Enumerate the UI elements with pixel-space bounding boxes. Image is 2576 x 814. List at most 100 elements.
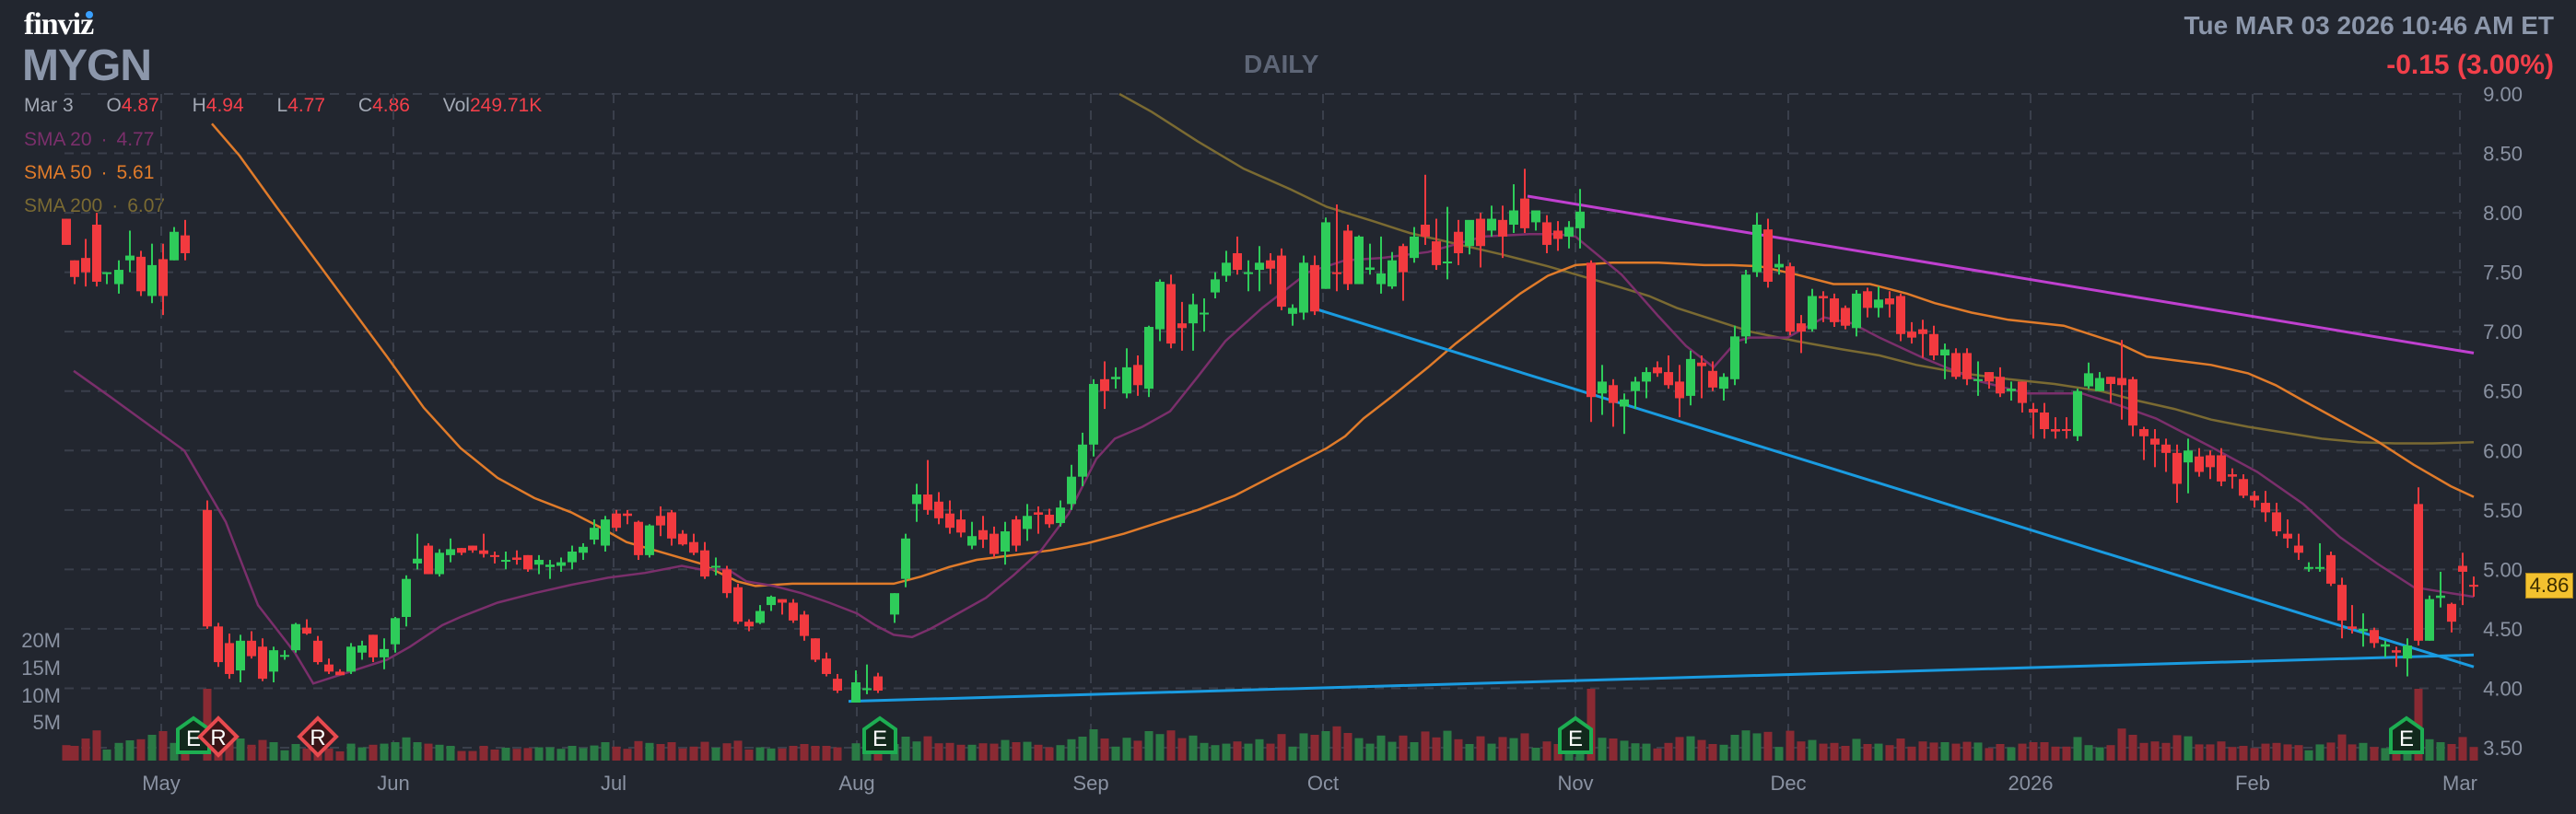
sma50-line xyxy=(211,122,2475,587)
date-axis: May Jun Jul Aug Sep Oct Nov Dec 2026 Feb Mar xyxy=(142,772,2477,795)
volume-bar xyxy=(1520,733,1529,761)
sma200-value: 6.07 xyxy=(127,195,166,216)
volume-bar xyxy=(2436,742,2445,761)
volume-bar xyxy=(1487,743,1496,761)
volume-bar xyxy=(2172,735,2182,761)
volume-bar xyxy=(1940,742,1950,761)
candle-body xyxy=(545,564,555,567)
volume-bar xyxy=(1631,743,1640,761)
candle-body xyxy=(2403,645,2412,659)
candle-body xyxy=(901,538,910,579)
candle-body xyxy=(1166,284,1176,344)
volume-bars xyxy=(62,689,2478,761)
candle-body xyxy=(1299,262,1308,313)
volume-bar xyxy=(1023,741,1032,761)
high-value: 4.94 xyxy=(205,95,244,116)
date-tick: Nov xyxy=(1557,772,1593,795)
volume-bar xyxy=(2062,746,2071,761)
candle-body xyxy=(158,259,168,297)
candle-body xyxy=(1996,377,2005,394)
candle-body xyxy=(1819,296,1828,299)
volume-bar xyxy=(1399,735,1408,761)
close-label: C xyxy=(357,95,373,116)
volume-bar xyxy=(1620,740,1629,761)
volume-bar xyxy=(479,746,488,761)
volume-bar xyxy=(1874,743,1883,761)
volume-bar xyxy=(2073,737,2082,761)
candle-body xyxy=(2304,566,2313,569)
candle-body xyxy=(2128,378,2137,426)
volume-bar xyxy=(978,743,988,761)
candle-body xyxy=(2425,599,2434,641)
candle-body xyxy=(678,533,687,545)
volume-bar xyxy=(114,742,123,761)
logo-text: finviz xyxy=(24,7,94,41)
volume-bar xyxy=(1531,748,1540,761)
volume-bar xyxy=(767,748,776,761)
volume-bar xyxy=(1697,739,1706,761)
volume-bar xyxy=(1587,689,1596,761)
candle-body xyxy=(457,548,466,553)
volume-bar xyxy=(81,738,90,761)
candle-body xyxy=(1012,519,1021,546)
candle-body xyxy=(1288,308,1297,314)
earnings-marker-icon: E xyxy=(2389,715,2424,754)
volume-bar xyxy=(755,747,765,761)
candle-body xyxy=(357,645,367,653)
sma20-legend[interactable]: SMA 20 · 4.77 xyxy=(24,129,155,150)
volume-bar xyxy=(1222,743,1231,761)
candle-body xyxy=(1266,260,1275,269)
sma50-legend[interactable]: SMA 50 · 5.61 xyxy=(24,162,155,183)
candle-body xyxy=(645,525,654,555)
timeframe-label: DAILY xyxy=(1244,50,1319,78)
volume-bar xyxy=(1432,737,1441,761)
candle-body xyxy=(1664,372,1673,386)
volume-bar xyxy=(851,743,861,761)
price-change: -0.15 (3.00%) xyxy=(2386,50,2554,80)
volume-bar xyxy=(1476,736,1485,761)
candle-body xyxy=(1631,381,1640,391)
svg-text:E: E xyxy=(1568,727,1583,751)
volume-bar xyxy=(1653,748,1662,761)
candle-body xyxy=(689,541,698,553)
candle-body xyxy=(923,494,932,510)
sma200-legend[interactable]: SMA 200 · 6.07 xyxy=(24,195,166,216)
volume-bar xyxy=(1100,738,1109,761)
svg-text:R: R xyxy=(310,726,325,750)
finviz-logo[interactable]: finviz xyxy=(24,7,94,42)
svg-text:R: R xyxy=(210,726,226,750)
candle-body xyxy=(1907,331,1916,338)
candle-body xyxy=(1951,353,1961,378)
candle-body xyxy=(1188,304,1198,324)
volume-bar xyxy=(2128,735,2137,761)
candle-body xyxy=(1255,262,1264,271)
volume-bar xyxy=(1045,747,1054,761)
volume-bar xyxy=(1907,746,1916,761)
date-tick: Mar xyxy=(2442,772,2477,795)
volume-bar xyxy=(700,741,709,761)
volume-bar xyxy=(2184,736,2193,761)
candle-body xyxy=(1222,262,1231,276)
candle-body xyxy=(1421,224,1430,237)
earnings-marker-icon: E xyxy=(1558,715,1593,754)
candle-body xyxy=(2283,533,2292,539)
volume-bar xyxy=(1808,739,1817,761)
volume-bar xyxy=(2239,746,2248,761)
candle-body xyxy=(2106,377,2115,384)
volume-bar xyxy=(1067,738,1076,761)
volume-bar xyxy=(291,744,300,761)
candle-body xyxy=(1465,219,1474,247)
candle-body xyxy=(722,569,732,594)
volume-bar xyxy=(2370,747,2379,761)
candle-body xyxy=(778,599,787,603)
volume-bar xyxy=(2084,745,2093,761)
candle-body xyxy=(1078,444,1087,477)
candle-body xyxy=(2370,630,2379,644)
candle-body xyxy=(2029,409,2038,413)
price-tick: 3.50 xyxy=(2483,737,2523,760)
volume-bar xyxy=(934,743,943,761)
candle-body xyxy=(1034,512,1043,515)
candle-body xyxy=(2414,504,2423,641)
volume-bar xyxy=(2007,747,2016,761)
